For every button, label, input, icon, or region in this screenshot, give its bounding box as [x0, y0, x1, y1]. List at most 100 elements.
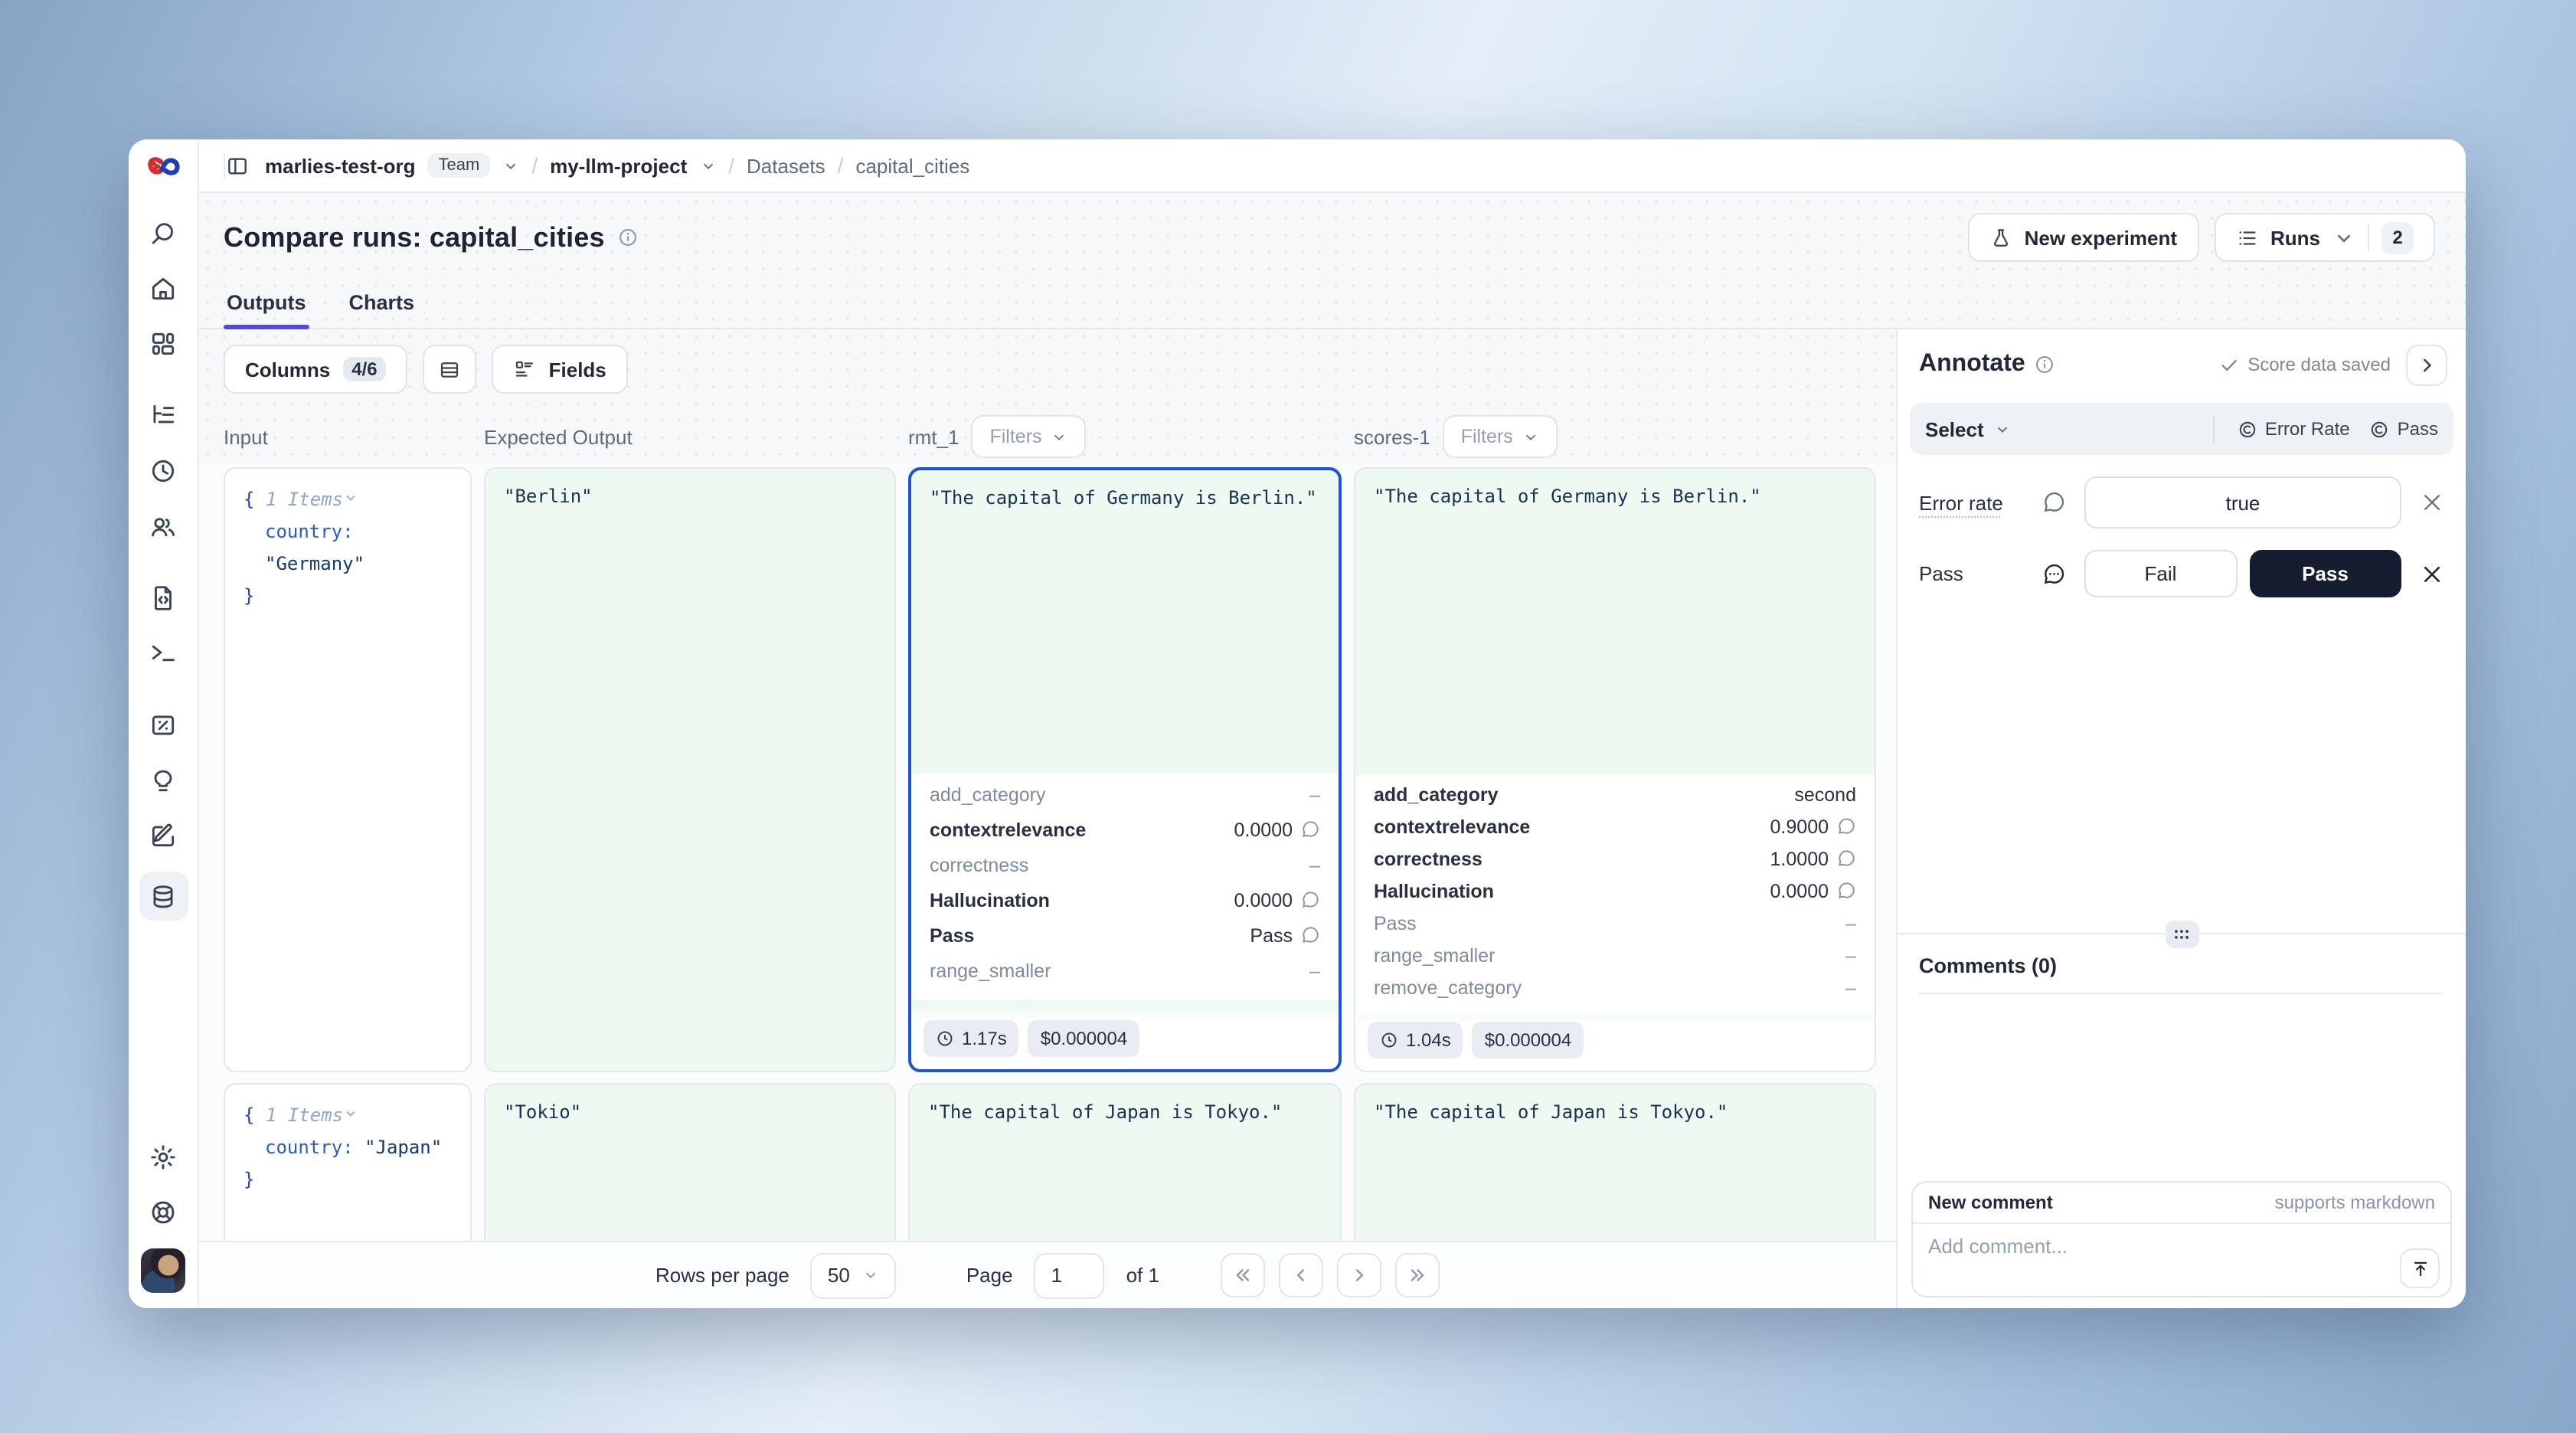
drag-handle[interactable]	[2165, 921, 2198, 948]
breadcrumb-datasets[interactable]: Datasets	[747, 154, 825, 177]
last-page-button[interactable]	[1394, 1253, 1440, 1297]
next-page-button[interactable]	[1336, 1253, 1381, 1297]
new-experiment-button[interactable]: New experiment	[1967, 213, 2198, 262]
pagination-footer: Rows per page 50 Page 1 of 1	[199, 1241, 1896, 1308]
help-icon[interactable]	[139, 1196, 188, 1227]
info-icon[interactable]	[617, 227, 639, 248]
info-icon[interactable]	[2035, 354, 2056, 375]
json-items-toggle[interactable]: 1 Items	[265, 489, 344, 510]
run2-filters-dropdown[interactable]: Filters	[1442, 415, 1558, 458]
expected-output-cell[interactable]: "Berlin"	[484, 467, 896, 1072]
col-header-expected-output[interactable]: Expected Output	[484, 425, 633, 448]
comment-bubble-icon[interactable]	[1836, 881, 1856, 901]
metric-value: –	[1309, 784, 1320, 805]
history-icon[interactable]	[139, 455, 188, 486]
teams-icon[interactable]	[139, 510, 188, 541]
page-label: Page	[966, 1264, 1013, 1287]
comment-bubble-icon[interactable]	[2042, 490, 2066, 515]
panel-resize-divider	[1898, 921, 2466, 948]
metric-value: second	[1794, 784, 1856, 805]
comment-bubble-dots-icon[interactable]	[2042, 561, 2066, 586]
check-icon	[2221, 358, 2237, 371]
tab-charts[interactable]: Charts	[348, 291, 415, 314]
clear-error-rate-icon[interactable]	[2420, 490, 2444, 515]
evaluations-icon[interactable]	[139, 709, 188, 740]
collapse-panel-button[interactable]	[2406, 344, 2447, 385]
rows-per-page-select[interactable]: 50	[810, 1252, 896, 1298]
clear-pass-icon[interactable]	[2420, 561, 2444, 586]
json-brace: }	[244, 1169, 255, 1190]
comment-bubble-icon[interactable]	[1836, 849, 1856, 869]
filters-label: Filters	[1460, 426, 1513, 447]
run1-output-cell[interactable]: "The capital of Japan is Tokyo."	[908, 1083, 1342, 1241]
chevron-right-icon	[2423, 358, 2432, 371]
page-number-input[interactable]: 1	[1034, 1252, 1105, 1298]
metric-value: –	[1845, 977, 1856, 998]
pass-label: Pass	[1919, 562, 1963, 585]
input-cell[interactable]: { 1 Items country: "Japan" }	[224, 1083, 472, 1241]
comment-bubble-icon[interactable]	[1836, 816, 1856, 836]
prev-page-button[interactable]	[1278, 1253, 1323, 1297]
flask-icon	[1993, 228, 2008, 246]
col-header-run2[interactable]: scores-1	[1354, 425, 1430, 448]
markdown-hint: supports markdown	[2274, 1192, 2435, 1213]
json-value: "Japan"	[364, 1137, 443, 1158]
pass-option-button-selected[interactable]: Pass	[2249, 550, 2401, 597]
metric-name: add_category	[930, 784, 1046, 805]
metric-value: –	[1309, 960, 1320, 981]
fail-option-button[interactable]: Fail	[2084, 550, 2237, 597]
select-dropdown[interactable]: Select	[1925, 417, 2012, 440]
comment-bubble-icon[interactable]	[1300, 890, 1320, 910]
settings-icon[interactable]	[139, 1141, 188, 1172]
input-cell[interactable]: { 1 Items country: "Germany" }	[224, 467, 472, 1072]
comment-bubble-icon[interactable]	[1300, 820, 1320, 839]
breadcrumb-org[interactable]: marlies-test-org	[265, 154, 416, 177]
submit-comment-button[interactable]	[2400, 1248, 2440, 1288]
traces-icon[interactable]	[139, 400, 188, 430]
weave-logo[interactable]	[129, 139, 198, 193]
fields-button[interactable]: Fields	[492, 345, 628, 394]
cost-chip: $0.000004	[1028, 1020, 1140, 1057]
metric-name: contextrelevance	[1374, 816, 1531, 837]
first-page-button[interactable]	[1220, 1253, 1265, 1297]
annotation-field-pass: Pass Fail Pass	[1898, 550, 2466, 597]
runs-button[interactable]: Runs 2	[2214, 213, 2435, 262]
expected-output-cell[interactable]: "Tokio"	[484, 1083, 896, 1241]
search-icon[interactable]	[139, 218, 188, 248]
col-header-input[interactable]: Input	[224, 425, 268, 448]
comment-input[interactable]: Add comment...	[1913, 1224, 2450, 1297]
breadcrumb-project[interactable]: my-llm-project	[550, 154, 688, 177]
home-icon[interactable]	[139, 273, 188, 303]
annotations-icon[interactable]	[139, 820, 188, 850]
chevron-down-icon[interactable]	[343, 1106, 358, 1121]
run2-output-cell[interactable]: "The capital of Japan is Tokyo."	[1354, 1083, 1876, 1241]
run2-output-cell[interactable]: "The capital of Germany is Berlin." add_…	[1354, 467, 1876, 1072]
columns-button[interactable]: Columns 4/6	[224, 345, 408, 394]
json-items-toggle[interactable]: 1 Items	[265, 1104, 344, 1126]
terminal-icon[interactable]	[139, 637, 188, 668]
code-file-icon[interactable]	[139, 582, 188, 613]
comment-placeholder: Add comment...	[1928, 1235, 2068, 1258]
page-of-label: of 1	[1126, 1264, 1159, 1287]
run1-filters-dropdown[interactable]: Filters	[971, 415, 1087, 458]
spec-error-rate[interactable]: Error Rate	[2238, 418, 2350, 440]
prompts-icon[interactable]	[139, 764, 188, 795]
chevron-down-icon[interactable]	[343, 490, 358, 505]
spec-pass[interactable]: Pass	[2370, 418, 2438, 440]
latency-chip: 1.04s	[1368, 1022, 1463, 1058]
comment-bubble-icon[interactable]	[1300, 925, 1320, 945]
datasets-icon[interactable]	[139, 872, 188, 921]
metric-name: Pass	[1374, 912, 1417, 934]
col-header-run1[interactable]: rmt_1	[908, 425, 959, 448]
tab-outputs[interactable]: Outputs	[224, 282, 309, 329]
row-height-button[interactable]	[423, 345, 477, 394]
error-rate-input[interactable]: true	[2084, 476, 2401, 528]
sidebar-toggle-icon[interactable]	[224, 152, 250, 178]
boards-icon[interactable]	[139, 328, 188, 358]
breadcrumb-separator: /	[531, 153, 538, 178]
chevron-down-icon[interactable]	[502, 157, 519, 174]
chevron-down-icon[interactable]	[699, 157, 716, 174]
run1-output-cell-selected[interactable]: "The capital of Germany is Berlin." add_…	[908, 467, 1342, 1072]
user-avatar[interactable]	[141, 1248, 185, 1293]
breadcrumb-current[interactable]: capital_cities	[855, 154, 970, 177]
